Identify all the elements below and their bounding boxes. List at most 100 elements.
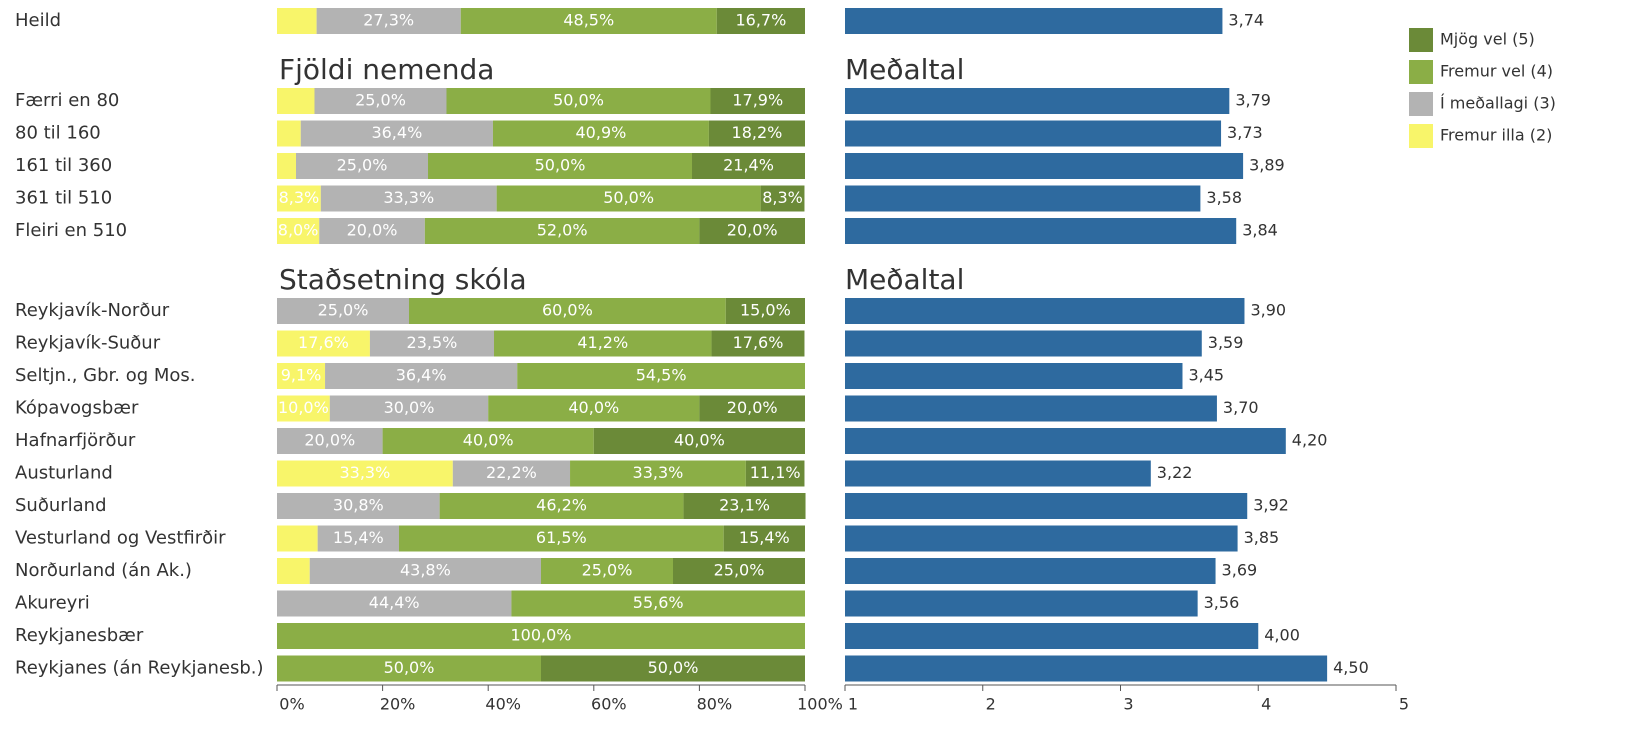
category-label: Kópavogsbær xyxy=(15,398,139,419)
bar-segment xyxy=(277,8,317,34)
data-label: 52,0% xyxy=(537,221,588,240)
data-label: 43,8% xyxy=(400,561,451,580)
bar-segment xyxy=(710,88,805,114)
bar-segment xyxy=(494,330,712,357)
legend-label: Fremur illa (2) xyxy=(1440,126,1552,145)
bar-segment xyxy=(369,330,495,357)
data-label: 17,6% xyxy=(733,333,784,352)
bar-segment xyxy=(316,8,461,34)
data-label: 50,0% xyxy=(384,658,435,677)
data-label: 8,3% xyxy=(762,188,803,207)
bar-segment xyxy=(277,460,453,487)
data-label: 20,0% xyxy=(304,431,355,450)
category-label: 161 til 360 xyxy=(15,155,112,176)
data-label: 36,4% xyxy=(371,123,422,142)
bar-segment xyxy=(424,218,700,244)
category-label: Austurland xyxy=(15,463,113,484)
x-tick-label: 5 xyxy=(1399,695,1409,714)
legend-label: Í meðallagi (3) xyxy=(1440,94,1556,113)
section-title: Meðaltal xyxy=(845,53,964,86)
bar xyxy=(845,460,1151,487)
bar-segment xyxy=(496,185,761,212)
bar-segment xyxy=(460,8,717,34)
bar-segment xyxy=(541,655,805,682)
data-label: 25,0% xyxy=(337,156,388,175)
x-tick-label: 1 xyxy=(848,695,858,714)
section-title: Fjöldi nemenda xyxy=(279,53,494,86)
bar xyxy=(845,330,1202,357)
data-label: 100,0% xyxy=(510,626,571,645)
x-tick-label: 0% xyxy=(279,695,304,714)
x-tick-label: 4 xyxy=(1261,695,1271,714)
bar-segment xyxy=(329,395,489,422)
data-label: 25,0% xyxy=(714,561,765,580)
data-label: 27,3% xyxy=(363,11,414,30)
data-label: 3,85 xyxy=(1244,528,1280,547)
bar-segment xyxy=(319,218,425,244)
bar-segment xyxy=(277,363,326,389)
data-label: 44,4% xyxy=(369,593,420,612)
bar-segment xyxy=(398,525,724,552)
data-label: 54,5% xyxy=(636,366,687,385)
x-tick-label: 2 xyxy=(986,695,996,714)
bar-segment xyxy=(428,153,693,179)
x-tick-label: 60% xyxy=(591,695,627,714)
bar-segment xyxy=(277,185,321,212)
data-label: 11,1% xyxy=(750,463,801,482)
data-label: 40,0% xyxy=(674,431,725,450)
category-label: Akureyri xyxy=(15,593,90,614)
data-label: 4,20 xyxy=(1292,431,1328,450)
bar-segment xyxy=(683,493,806,519)
x-tick-label: 100% xyxy=(797,695,843,714)
bar-segment xyxy=(488,395,700,422)
category-label: Heild xyxy=(15,10,61,31)
data-label: 22,2% xyxy=(486,463,537,482)
bar-segment xyxy=(277,493,440,519)
data-label: 3,79 xyxy=(1235,91,1271,110)
data-label: 3,56 xyxy=(1204,593,1240,612)
data-label: 33,3% xyxy=(339,463,390,482)
x-tick-label: 20% xyxy=(380,695,416,714)
data-label: 3,58 xyxy=(1206,188,1242,207)
data-label: 3,90 xyxy=(1250,301,1286,320)
bar xyxy=(845,88,1230,114)
data-label: 30,8% xyxy=(333,496,384,515)
data-label: 3,45 xyxy=(1188,366,1224,385)
bar-segment xyxy=(277,428,383,454)
data-label: 36,4% xyxy=(396,366,447,385)
bar-segment xyxy=(570,460,746,487)
bar-segment xyxy=(277,298,409,324)
legend-swatch xyxy=(1409,28,1433,52)
data-label: 55,6% xyxy=(633,593,684,612)
data-label: 10,0% xyxy=(278,398,329,417)
legend-label: Fremur vel (4) xyxy=(1440,62,1553,81)
bar-segment xyxy=(708,120,805,147)
bar-segment xyxy=(716,8,805,34)
category-label: Færri en 80 xyxy=(15,90,119,111)
category-label: 361 til 510 xyxy=(15,188,112,209)
data-label: 21,4% xyxy=(723,156,774,175)
bar-segment xyxy=(446,88,711,114)
data-label: 50,0% xyxy=(603,188,654,207)
data-label: 15,4% xyxy=(739,528,790,547)
bar xyxy=(845,623,1259,649)
bar-segment xyxy=(277,88,315,114)
data-label: 30,0% xyxy=(384,398,435,417)
bar-segment xyxy=(382,428,594,454)
bar-segment xyxy=(277,623,805,649)
data-label: 23,5% xyxy=(407,333,458,352)
data-label: 40,0% xyxy=(568,398,619,417)
bar-segment xyxy=(277,153,297,179)
data-label: 25,0% xyxy=(582,561,633,580)
data-label: 8,3% xyxy=(279,188,320,207)
bar-segment xyxy=(711,330,805,357)
bar-segment xyxy=(760,185,805,212)
bar-segment xyxy=(277,330,370,357)
bar xyxy=(845,395,1217,422)
bar-segment xyxy=(673,558,805,584)
data-label: 3,22 xyxy=(1157,463,1193,482)
data-label: 18,2% xyxy=(732,123,783,142)
bar-segment xyxy=(692,153,805,179)
bar-segment xyxy=(277,120,301,147)
bar-segment xyxy=(541,558,673,584)
